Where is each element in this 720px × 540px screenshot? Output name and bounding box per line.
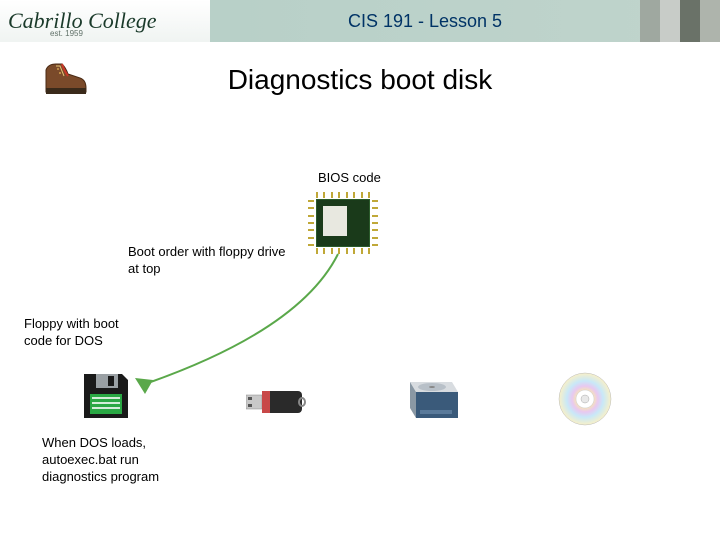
arrow-head [135, 378, 153, 394]
bios-chip-icon [308, 192, 378, 254]
label-boot-order: Boot order with floppy drive at top [128, 244, 288, 278]
label-floppy: Floppy with boot code for DOS [24, 316, 134, 350]
optical-disc-icon [558, 372, 612, 426]
usb-stick-icon [246, 389, 308, 415]
label-autoexec: When DOS loads, autoexec.bat run diagnos… [42, 435, 162, 486]
hiking-boot-icon [42, 58, 88, 98]
slide-title: Diagnostics boot disk [0, 64, 720, 96]
hard-drive-icon [404, 378, 458, 422]
college-logo: Cabrillo College est. 1959 [0, 0, 210, 42]
logo-subtext: est. 1959 [50, 29, 83, 38]
header-photo [640, 0, 720, 42]
floppy-disk-icon [82, 372, 130, 420]
slide-header: Cabrillo College est. 1959 CIS 191 - Les… [0, 0, 720, 42]
label-bios: BIOS code [318, 170, 381, 187]
